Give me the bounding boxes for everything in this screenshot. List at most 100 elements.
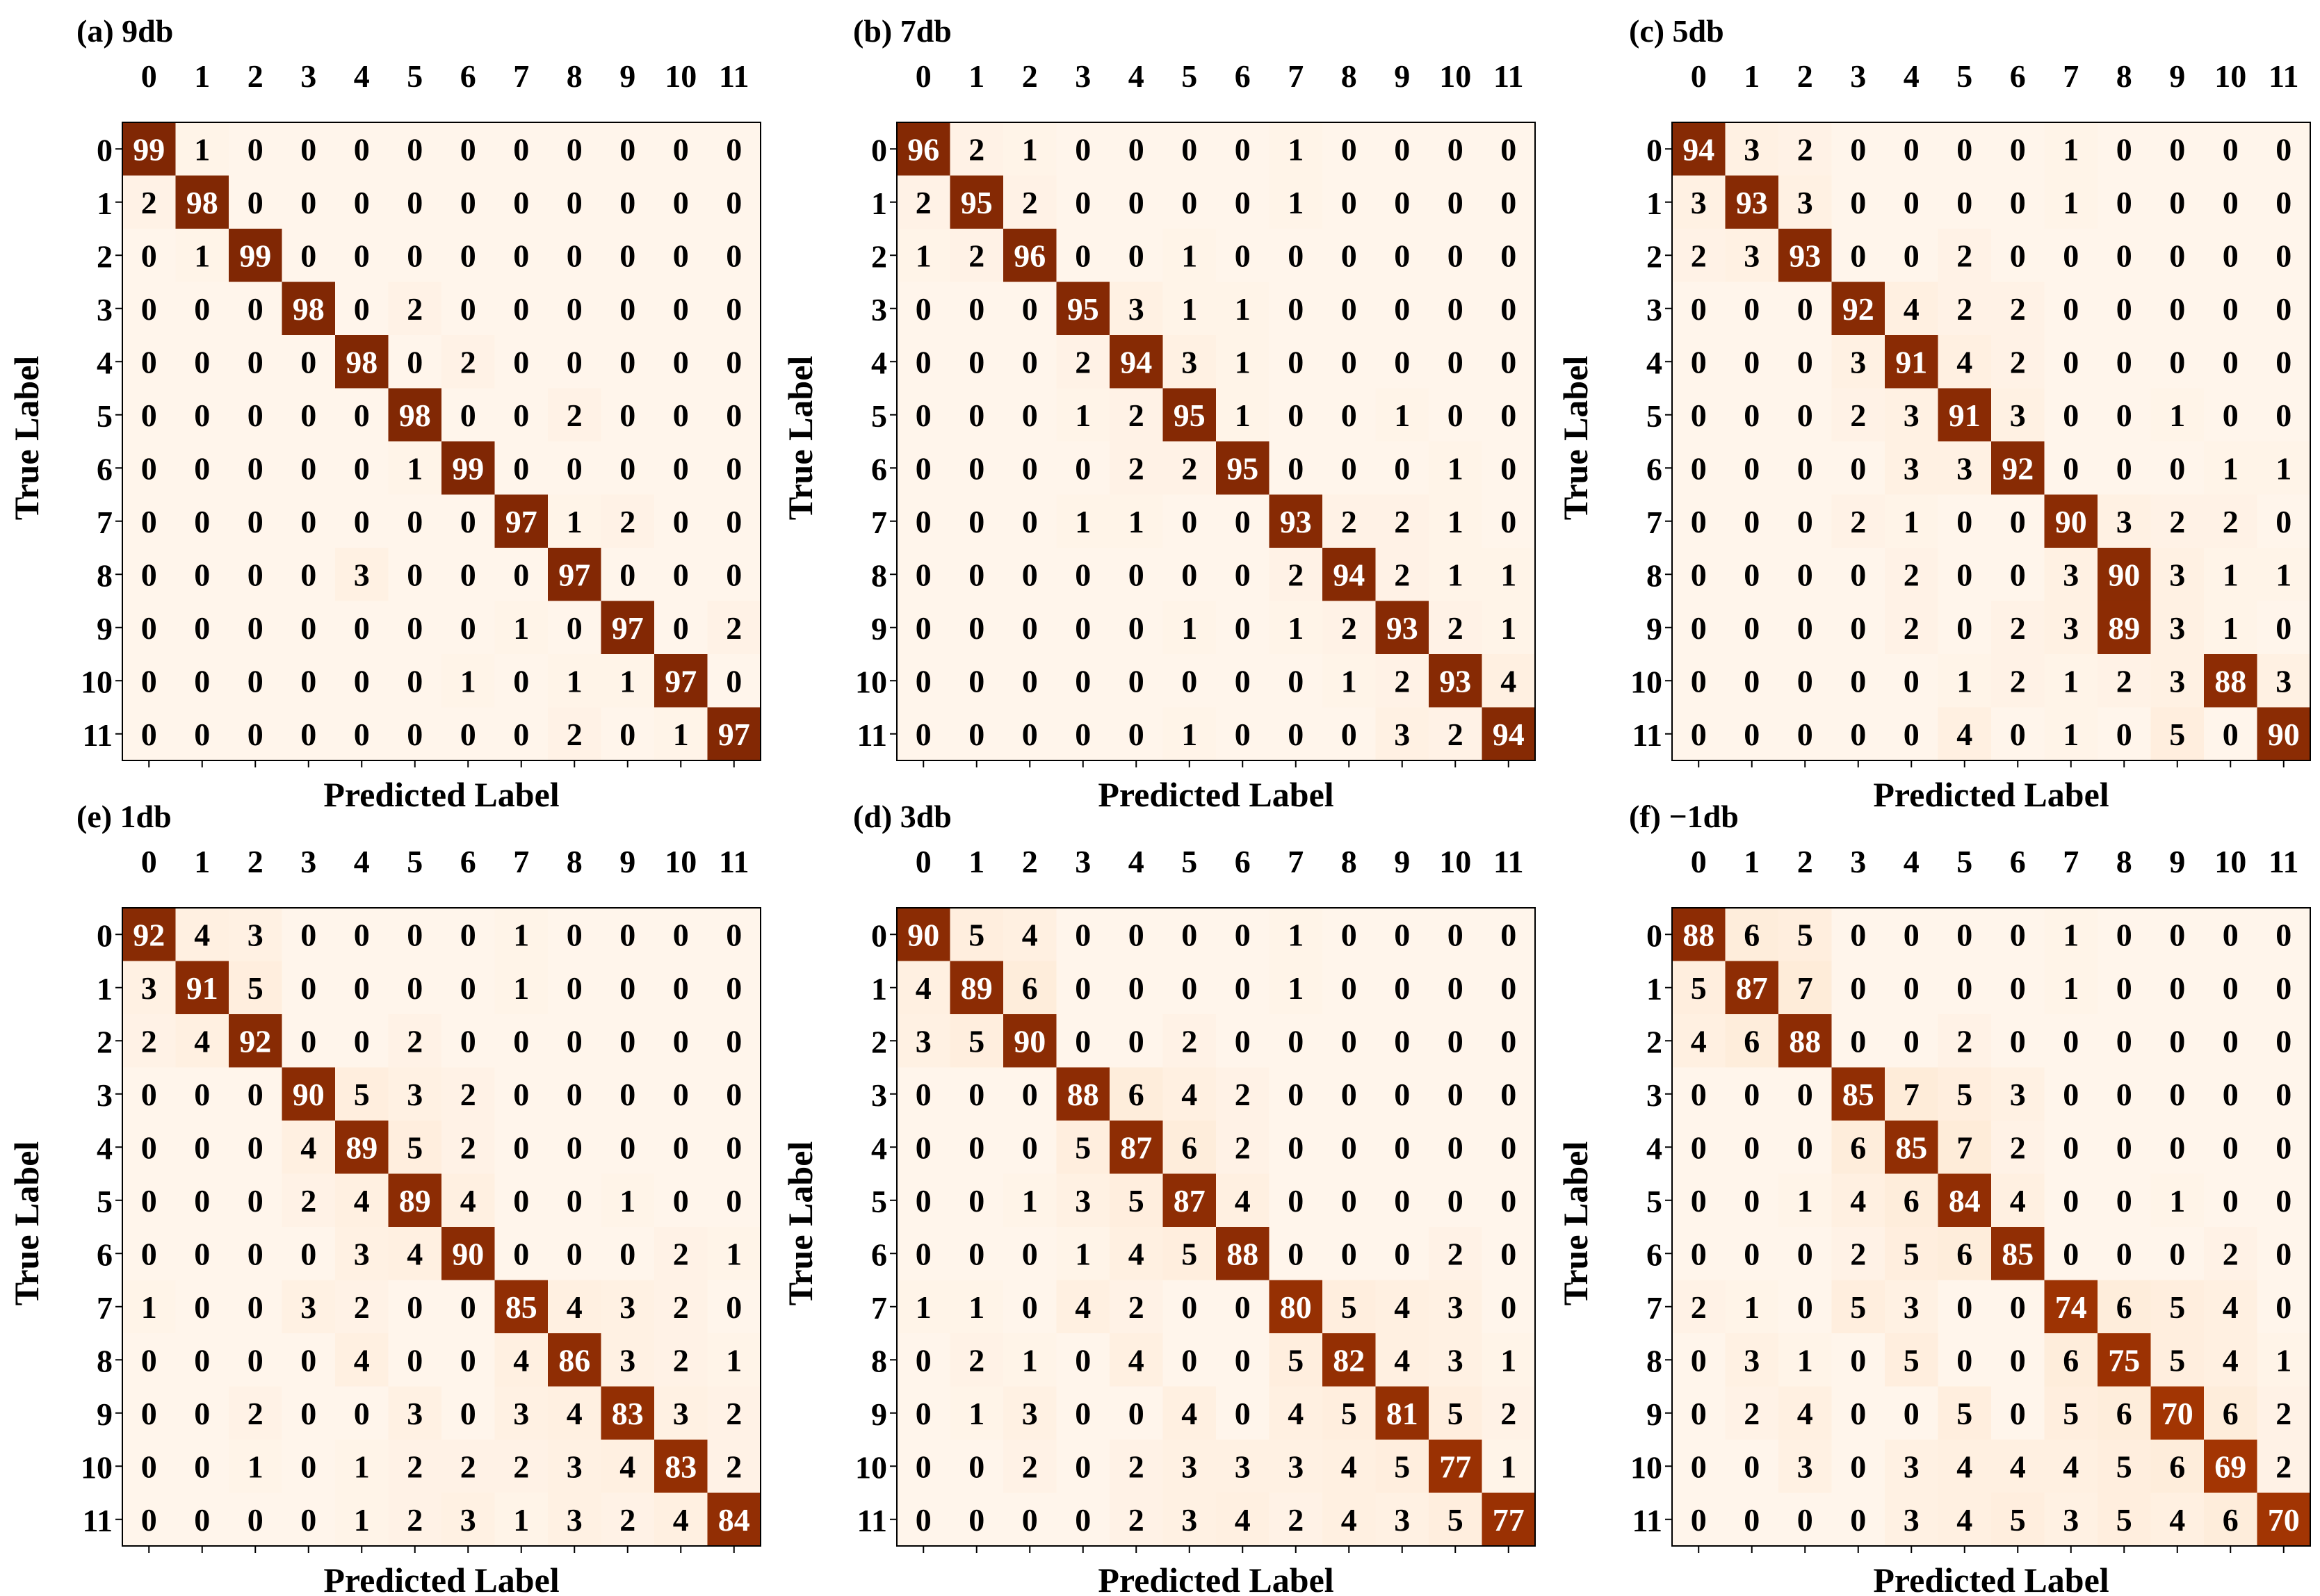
cell-value: 0: [1394, 1183, 1410, 1219]
x-tick-label: 8: [2116, 844, 2132, 879]
y-tick-label: 7: [97, 1290, 113, 1326]
heatmap-cell: [1056, 122, 1110, 177]
x-tick-label: 9: [619, 844, 635, 879]
cell-value: 0: [1850, 717, 1866, 752]
heatmap-cell: [494, 1492, 549, 1547]
heatmap-cell: [1672, 961, 1726, 1015]
cell-value: 2: [2010, 291, 2026, 327]
heatmap-cell: [2044, 1492, 2098, 1547]
heatmap-cell: [1162, 335, 1217, 389]
cell-value: 0: [300, 1023, 316, 1059]
cell-value: 0: [141, 1342, 157, 1378]
heatmap-cell: [1725, 1173, 1779, 1228]
x-tick-label: 4: [1904, 58, 1920, 94]
y-tick-label: 6: [1646, 1237, 1662, 1272]
cell-value: 0: [513, 1077, 529, 1112]
cell-value: 6: [1744, 917, 1760, 952]
heatmap-cell: [1725, 707, 1779, 761]
heatmap-cell: [2204, 908, 2258, 962]
heatmap-cell: [950, 229, 1004, 283]
cell-value: 4: [194, 1023, 210, 1059]
cell-value: 6: [2223, 1396, 2239, 1431]
cell-value: 0: [1744, 717, 1760, 752]
heatmap-cell: [1162, 707, 1217, 761]
heatmap-cell: [1429, 1440, 1483, 1494]
cell-value: 4: [354, 1183, 370, 1219]
cell-value: 0: [141, 238, 157, 273]
heatmap-cell: [2257, 654, 2311, 708]
heatmap-cell: [282, 335, 336, 389]
y-tick-label: 11: [83, 1503, 113, 1538]
heatmap-cell: [1482, 1333, 1536, 1387]
heatmap-cell: [1110, 1333, 1164, 1387]
y-tick-label: 2: [1646, 238, 1662, 274]
heatmap-cell: [1056, 1280, 1110, 1334]
heatmap-cell: [229, 961, 283, 1015]
x-tick-label: 0: [141, 844, 157, 879]
heatmap-cell: [548, 1386, 602, 1440]
cell-value: 0: [1075, 1396, 1091, 1431]
heatmap-cell: [1269, 1440, 1323, 1494]
cell-value: 0: [1797, 1130, 1813, 1165]
cell-value: 0: [968, 610, 984, 646]
cell-value: 0: [2063, 1130, 2079, 1165]
heatmap-cell: [1482, 229, 1536, 283]
cell-value: 0: [2010, 917, 2026, 952]
y-tick-label: 9: [97, 1396, 113, 1432]
heatmap-cell: [1831, 282, 1885, 336]
cell-value: 3: [2276, 663, 2291, 699]
cell-value: 0: [1235, 970, 1251, 1006]
heatmap-cell: [388, 1280, 442, 1334]
x-tick-label: 7: [2063, 58, 2079, 94]
heatmap-cell: [1938, 1440, 1992, 1494]
heatmap-cell: [2204, 1440, 2258, 1494]
cell-value: 0: [1394, 238, 1410, 273]
cell-value: 0: [300, 344, 316, 380]
cell-value: 0: [194, 557, 210, 592]
heatmap-cell: [1885, 961, 1939, 1015]
cell-value: 0: [1850, 131, 1866, 167]
x-tick-label: 2: [1797, 58, 1813, 94]
y-tick-label: 2: [871, 238, 887, 274]
cell-value: 0: [460, 504, 476, 539]
heatmap-cell: [1831, 601, 1885, 655]
heatmap-cell: [1375, 908, 1429, 962]
cell-value: 5: [1447, 1502, 1463, 1538]
cell-value: 2: [141, 1023, 157, 1059]
heatmap-cell: [175, 282, 229, 336]
x-tick-label: 8: [567, 844, 583, 879]
heatmap-cell: [1831, 1492, 1885, 1547]
heatmap-cell: [1056, 961, 1110, 1015]
cell-value: 90: [2055, 504, 2087, 539]
cell-value: 2: [673, 1236, 689, 1271]
cell-value: 0: [1447, 291, 1463, 327]
plot-frame: [1671, 907, 2311, 1547]
heatmap-cell: [1778, 1333, 1833, 1387]
cell-value: 0: [2063, 1183, 2079, 1219]
heatmap-cell: [654, 494, 708, 548]
cell-value: 1: [2063, 185, 2079, 220]
cell-value: 0: [1797, 291, 1813, 327]
cell-value: 0: [1128, 1396, 1144, 1431]
heatmap-cell: [1056, 707, 1110, 761]
heatmap-cell: [654, 1386, 708, 1440]
heatmap-cell: [601, 548, 655, 602]
y-tick-label: 11: [857, 1503, 887, 1538]
heatmap-cell: [1778, 175, 1833, 229]
cell-value: 2: [2276, 1449, 2291, 1484]
heatmap-cell: [548, 441, 602, 496]
heatmap-cell: [548, 1280, 602, 1334]
y-tick-label: 0: [871, 132, 887, 168]
cell-value: 0: [2223, 238, 2239, 273]
heatmap-cell: [897, 1280, 951, 1334]
cell-value: 0: [1235, 1289, 1251, 1325]
cell-value: 1: [2063, 663, 2079, 699]
heatmap-cell: [1110, 654, 1164, 708]
cell-value: 0: [354, 450, 370, 486]
heatmap-cell: [282, 1014, 336, 1068]
cell-value: 0: [1341, 1183, 1357, 1219]
cell-value: 4: [1394, 1342, 1410, 1378]
cell-value: 0: [726, 238, 742, 273]
heatmap-cell: [335, 1440, 389, 1494]
